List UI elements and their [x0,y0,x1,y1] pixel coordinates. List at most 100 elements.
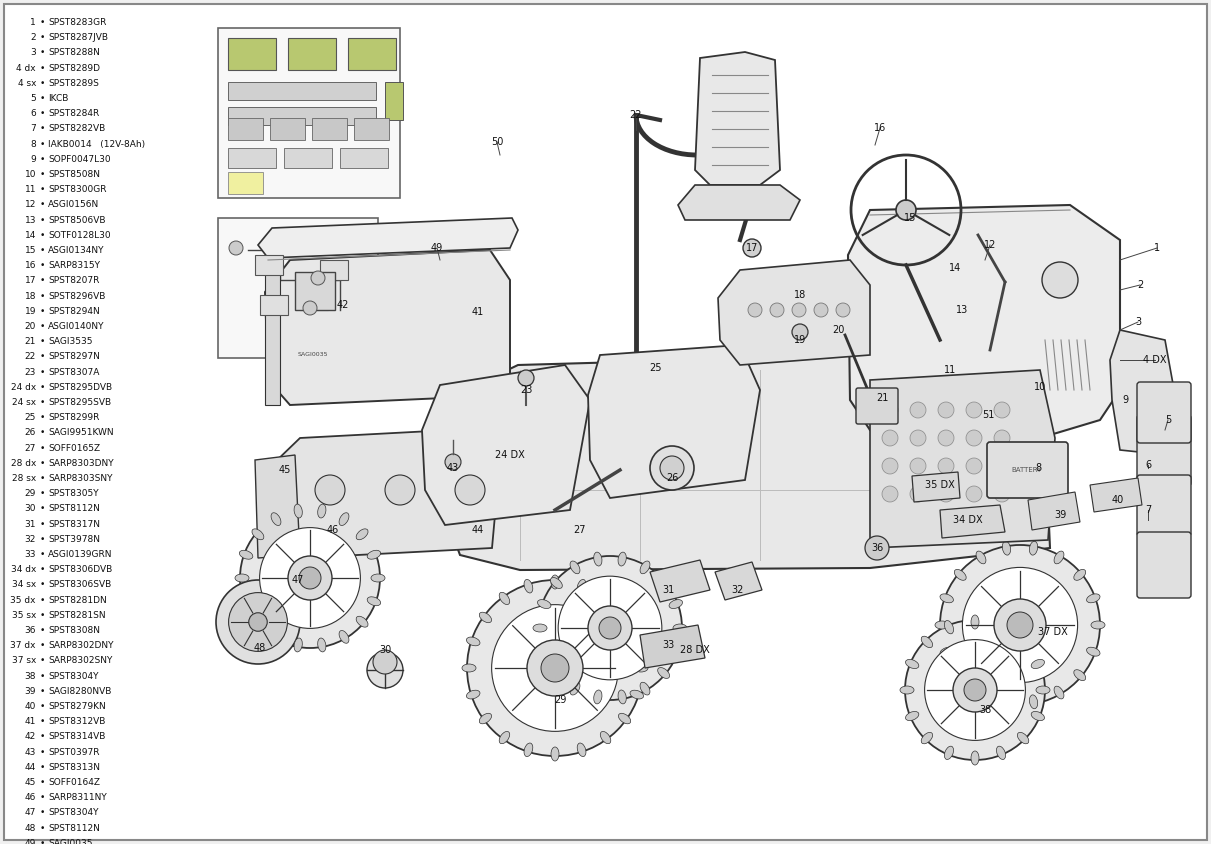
Text: 5: 5 [1165,415,1171,425]
Text: 34 dx: 34 dx [11,565,36,574]
Polygon shape [265,258,280,405]
Text: SARP8311NY: SARP8311NY [48,793,107,802]
Text: •: • [40,824,45,832]
Circle shape [939,458,954,474]
Text: •: • [40,63,45,73]
Text: •: • [40,748,45,756]
Text: SPST8295DVB: SPST8295DVB [48,383,113,392]
Text: 44: 44 [472,525,484,535]
Text: •: • [40,672,45,680]
Text: 46: 46 [327,525,339,535]
Circle shape [492,604,619,732]
Text: SARP8315Y: SARP8315Y [48,261,101,270]
Text: •: • [40,414,45,422]
Bar [218,28,400,198]
Text: 27: 27 [24,444,36,452]
Text: •: • [40,139,45,149]
FancyBboxPatch shape [1137,475,1190,536]
Circle shape [882,458,899,474]
Ellipse shape [1032,711,1044,721]
Text: 31: 31 [662,585,675,595]
Text: 19: 19 [24,307,36,316]
Polygon shape [912,472,960,502]
Text: 3: 3 [1135,317,1141,327]
Text: SPST8506VB: SPST8506VB [48,215,105,225]
Text: SAGI3535: SAGI3535 [48,338,92,346]
Ellipse shape [1091,621,1104,629]
FancyBboxPatch shape [987,442,1068,498]
Circle shape [650,446,694,490]
Text: •: • [40,733,45,741]
Bar [295,272,335,310]
Text: SAGI0035: SAGI0035 [298,352,328,357]
Ellipse shape [466,637,480,646]
Ellipse shape [294,638,303,652]
Bar [320,260,348,280]
Text: 6: 6 [1144,460,1152,470]
Ellipse shape [593,690,602,704]
Text: SPST8296VB: SPST8296VB [48,291,105,300]
Circle shape [966,430,982,446]
Text: 44: 44 [24,763,36,771]
Text: SARP8302DNY: SARP8302DNY [48,641,114,650]
Text: SPST8312VB: SPST8312VB [48,717,105,726]
Ellipse shape [1035,686,1050,694]
Bar [218,218,378,358]
Text: 10: 10 [1034,382,1046,392]
Text: •: • [40,230,45,240]
Circle shape [994,486,1010,502]
Circle shape [939,486,954,502]
Text: 42: 42 [24,733,36,741]
Circle shape [599,617,621,639]
Text: 17: 17 [24,276,36,285]
Circle shape [558,576,662,679]
Ellipse shape [294,504,303,518]
Text: 29: 29 [553,695,567,705]
Text: 9: 9 [30,154,36,164]
Ellipse shape [524,743,533,756]
Text: 26: 26 [666,473,678,483]
Circle shape [909,430,926,446]
Text: •: • [40,353,45,361]
Text: IKCB: IKCB [48,94,68,103]
Circle shape [229,241,243,255]
Ellipse shape [997,620,1005,634]
Ellipse shape [1032,659,1044,668]
Text: 28 sx: 28 sx [12,474,36,483]
Ellipse shape [593,552,602,566]
Ellipse shape [533,624,547,632]
Polygon shape [1028,492,1080,530]
Ellipse shape [1029,695,1038,709]
Ellipse shape [954,669,966,680]
Text: SPST8306DVB: SPST8306DVB [48,565,113,574]
Text: •: • [40,18,45,27]
Ellipse shape [1017,733,1029,744]
Text: •: • [40,596,45,604]
Text: 49: 49 [24,839,36,844]
Text: SPST8307A: SPST8307A [48,368,99,376]
Circle shape [367,652,403,688]
Text: SOFF0164Z: SOFF0164Z [48,778,101,787]
Text: •: • [40,276,45,285]
Circle shape [744,239,761,257]
Circle shape [994,402,1010,418]
Text: 14: 14 [24,230,36,240]
Text: 43: 43 [24,748,36,756]
Ellipse shape [551,577,562,588]
Ellipse shape [630,637,643,646]
Ellipse shape [954,570,966,581]
Ellipse shape [356,616,368,627]
Text: 43: 43 [447,463,459,473]
Ellipse shape [673,624,687,632]
Ellipse shape [356,529,368,539]
Circle shape [909,402,926,418]
Text: •: • [40,261,45,270]
Text: 15: 15 [903,213,917,223]
Text: 2: 2 [1137,280,1143,290]
Text: BATTERY: BATTERY [1012,467,1043,473]
Bar [228,118,263,140]
Ellipse shape [578,743,586,756]
Text: SPST8289D: SPST8289D [48,63,101,73]
Text: 33: 33 [24,550,36,559]
Circle shape [770,303,784,317]
